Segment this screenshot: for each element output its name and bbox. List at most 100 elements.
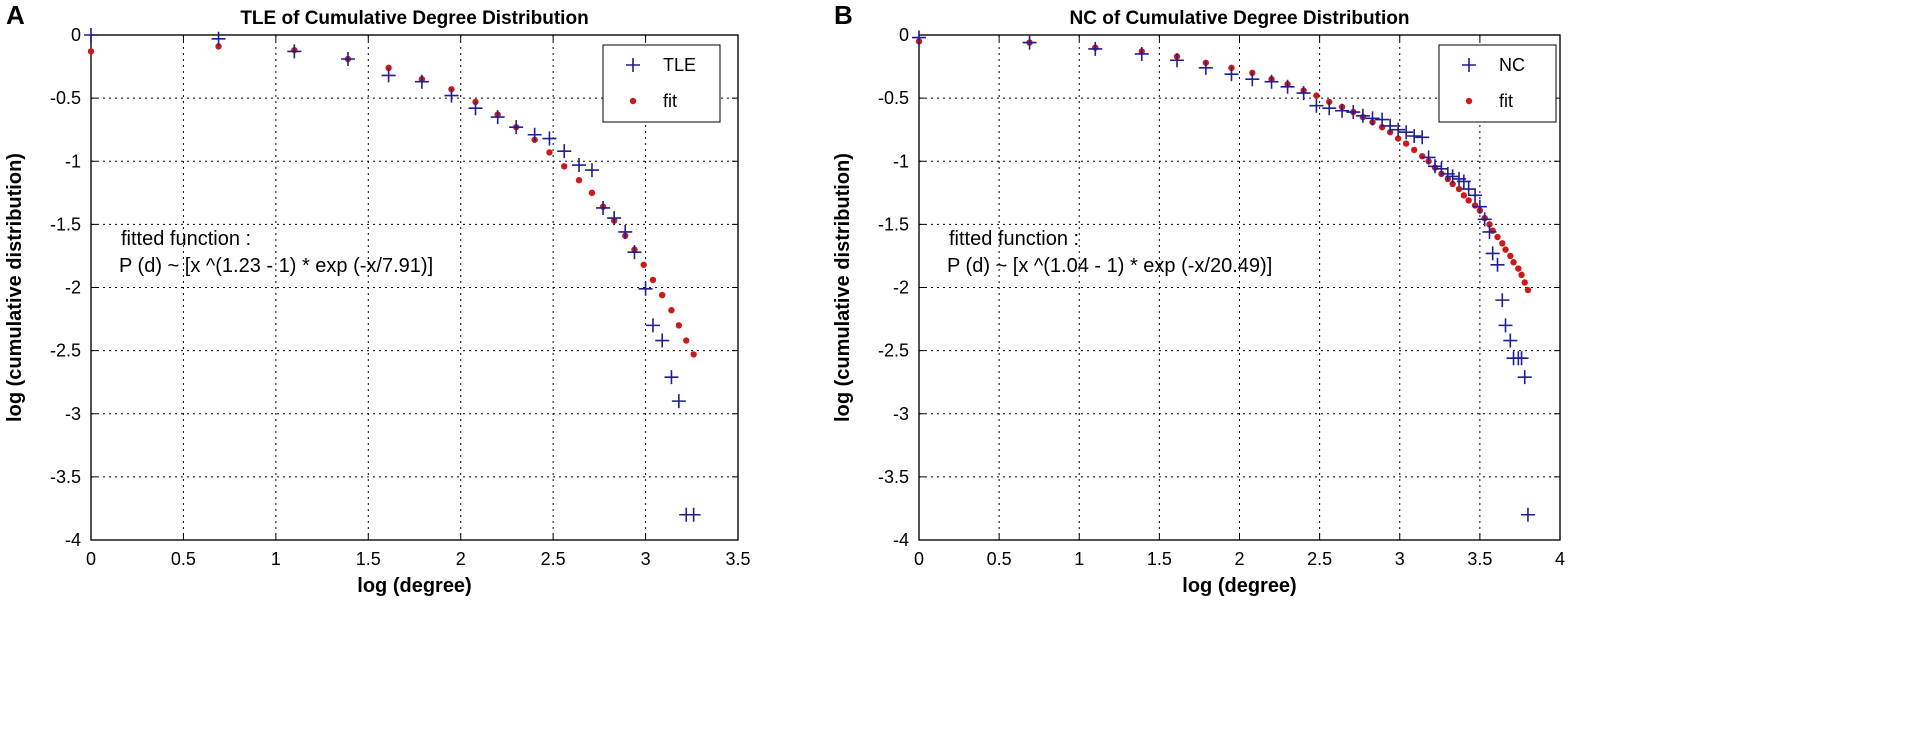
y-tick-label: -3.5 (878, 467, 909, 487)
x-tick-label: 3.5 (1467, 549, 1492, 569)
data-point-tle (509, 120, 524, 135)
data-point-tle (584, 163, 599, 178)
panel-letter: A (6, 0, 25, 30)
legend-box (1438, 44, 1557, 123)
data-point-fit (385, 64, 392, 72)
y-tick-label: -1.5 (878, 214, 909, 234)
x-tick-label: 2 (456, 549, 466, 569)
data-point-fit (561, 163, 568, 170)
x-tick-label: 3 (1395, 549, 1405, 569)
data-point-fit (1313, 92, 1320, 99)
data-point-nc (1264, 74, 1279, 89)
data-point-nc (1514, 351, 1529, 366)
data-point-nc (1461, 182, 1476, 197)
data-point-fit (1418, 153, 1426, 160)
data-point-nc-outlier (1520, 507, 1535, 522)
data-point-nc (1088, 41, 1103, 56)
data-point-tle (655, 333, 670, 348)
y-tick-label: -0.5 (878, 88, 909, 108)
data-point-fit (1402, 140, 1410, 147)
grid (918, 34, 1561, 541)
data-point-tle (468, 101, 483, 116)
data-point-nc (1421, 150, 1436, 165)
x-axis-label: log (degree) (357, 575, 471, 597)
plot-border (90, 34, 739, 541)
data-point-tle (211, 31, 226, 46)
x-tick-label: 0 (86, 549, 96, 569)
data-point-fit (1455, 185, 1463, 193)
data-point-fit (1518, 271, 1525, 279)
data-point-fit (1521, 279, 1528, 286)
data-point-tle (645, 318, 660, 333)
legend-label: TLE (663, 55, 696, 75)
data-point-nc (1224, 67, 1239, 82)
data-point-tle (686, 507, 701, 522)
data-point-nc (1198, 60, 1213, 75)
data-point-nc (1022, 35, 1037, 50)
fitted-function-annotation: P (d) ~ [x ^(1.23 - 1) * exp (-x/7.91)] (119, 255, 433, 277)
data-point-nc (1296, 86, 1311, 101)
x-tick-label: 2.5 (541, 549, 566, 569)
data-point-fit (87, 48, 95, 55)
data-point-fit (1515, 265, 1522, 272)
legend-marker-plus (626, 58, 640, 72)
data-point-nc (1399, 125, 1414, 140)
data-point-fit (1510, 259, 1517, 266)
x-tick-label: 3 (641, 549, 651, 569)
data-point-fit (1471, 202, 1479, 209)
data-point-fit (1524, 286, 1532, 294)
data-point-fit (1394, 135, 1402, 142)
data-point-nc (1245, 72, 1260, 87)
x-tick-label: 2.5 (1307, 549, 1332, 569)
data-point-nc (1456, 174, 1471, 189)
y-tick-label: -4 (893, 530, 909, 550)
x-tick-label: 1.5 (1147, 549, 1172, 569)
data-point-tle (664, 370, 679, 385)
data-point-nc (1280, 79, 1295, 94)
data-point-tle (414, 74, 429, 89)
y-tick-label: -1.5 (50, 214, 81, 234)
data-point-nc (1517, 370, 1532, 385)
data-point-fit (683, 337, 690, 344)
data-point-fit (1486, 221, 1493, 228)
data-point-fit (1460, 192, 1468, 199)
legend: TLE fit (602, 44, 721, 123)
x-tick-label: 0.5 (987, 549, 1012, 569)
legend: NC fit (1438, 44, 1557, 123)
data-point-fit (640, 261, 647, 268)
data-point-nc (1503, 333, 1518, 348)
data-point-fit (1410, 146, 1418, 154)
x-tick-label: 1.5 (356, 549, 381, 569)
y-tick-label: 0 (71, 25, 81, 45)
x-tick-label: 1 (1074, 549, 1084, 569)
data-point-tle (340, 51, 355, 66)
y-tick-label: -3 (893, 404, 909, 424)
x-axis-label: log (degree) (1182, 575, 1296, 597)
data-point-tle (490, 110, 505, 125)
data-point-nc (1468, 188, 1483, 203)
series-tle (84, 28, 701, 522)
data-point-fit (668, 307, 675, 314)
data-point-nc (1355, 108, 1370, 123)
data-point-fit (575, 176, 583, 184)
x-tick-label: 0.5 (171, 549, 196, 569)
y-tick-label: -3.5 (50, 467, 81, 487)
data-point-nc (1445, 169, 1460, 184)
y-axis-label: log (cumulative distribution) (4, 153, 26, 422)
chart-title: NC of Cumulative Degree Distribution (1070, 8, 1410, 29)
y-axis-label: log (cumulative distribution) (832, 153, 854, 422)
fitted-function-annotation: P (d) ~ [x ^(1.04 - 1) * exp (-x/20.49)] (947, 255, 1272, 277)
y-tick-label: -2 (893, 278, 909, 298)
data-point-tle (84, 28, 98, 42)
data-point-fit (215, 43, 222, 50)
data-point-fit (649, 276, 657, 284)
y-tick-label: -1 (893, 151, 909, 171)
x-tick-label: 4 (1555, 549, 1565, 569)
data-point-fit (1449, 180, 1456, 188)
data-point-fit (1502, 246, 1509, 253)
y-tick-label: -4 (65, 530, 81, 550)
data-point-tle (572, 158, 587, 173)
data-point-fit (690, 351, 697, 358)
data-point-nc (1322, 101, 1337, 116)
